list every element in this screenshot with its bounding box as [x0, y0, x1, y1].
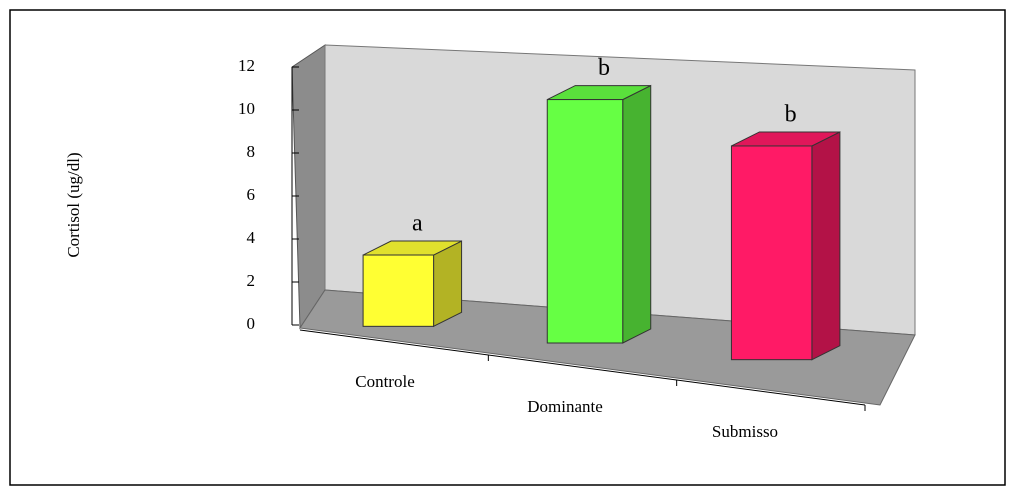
bar-annotation: a: [412, 211, 423, 237]
y-tick-label: 6: [247, 185, 256, 204]
bar: [546, 99, 624, 344]
y-axis-label: Cortisol (ug/dl): [64, 152, 83, 257]
x-tick-label: Dominante: [527, 397, 603, 416]
x-axis: [299, 329, 866, 406]
bar-side: [622, 84, 652, 344]
bar-side: [811, 131, 841, 361]
bar: [362, 254, 435, 327]
y-tick-label: 2: [247, 271, 256, 290]
x-tick-label: Submisso: [712, 422, 778, 441]
y-tick-label: 4: [247, 228, 256, 247]
bar-side: [433, 240, 463, 328]
x-tick-label: Controle: [355, 372, 415, 391]
y-tick-label: 0: [247, 314, 256, 333]
bar-annotation: b: [785, 101, 797, 127]
y-tick-label: 12: [238, 56, 255, 75]
y-tick-label: 8: [247, 142, 256, 161]
bar: [730, 145, 813, 361]
floor: [299, 289, 916, 406]
bar-annotation: b: [598, 55, 610, 81]
y-tick-label: 10: [238, 99, 255, 118]
